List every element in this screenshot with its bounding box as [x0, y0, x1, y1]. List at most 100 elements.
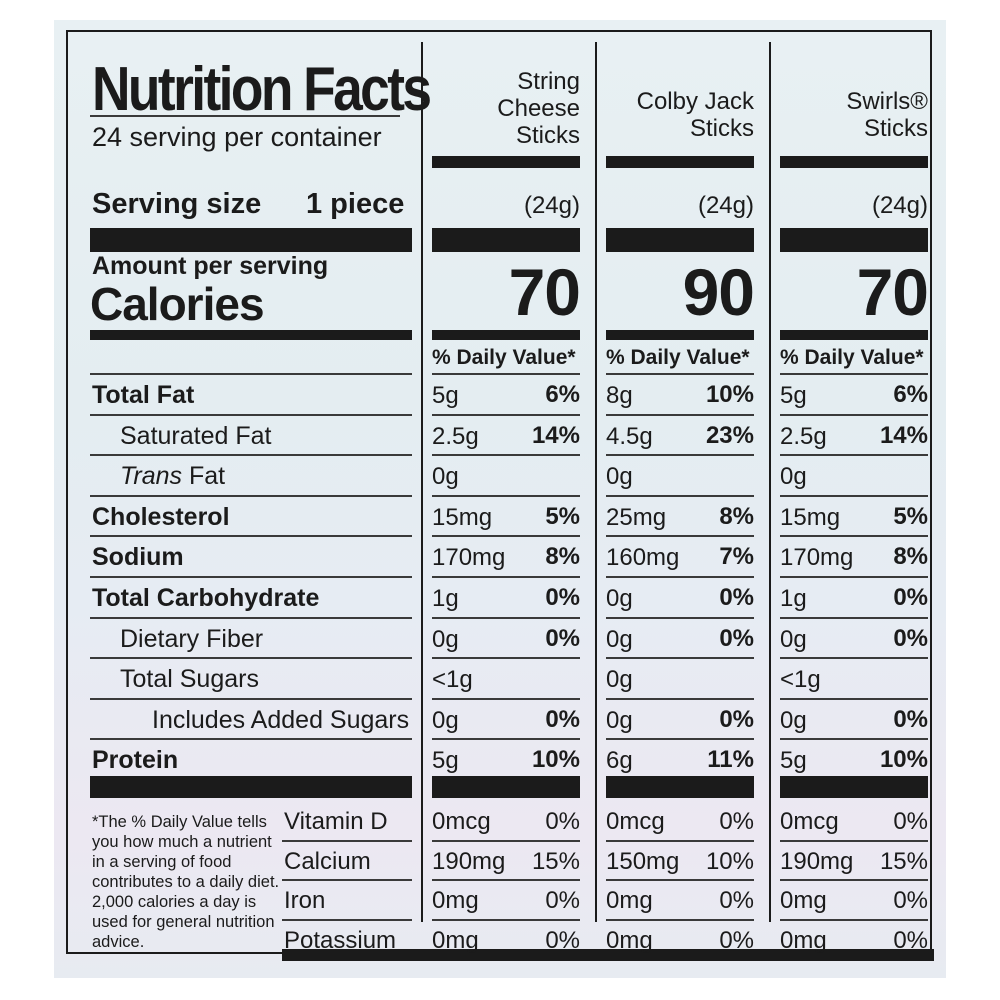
- row-divider: [432, 657, 580, 660]
- nutrient-label-italic: Trans: [120, 462, 183, 491]
- nutrient-amount: 5g: [432, 382, 459, 409]
- row-divider: [432, 576, 580, 578]
- nutrient-amount: 4.5g: [606, 422, 653, 450]
- vitamin-percent: 0%: [545, 808, 580, 835]
- row-divider: [780, 616, 928, 619]
- medium-divider: [432, 330, 580, 340]
- nutrient-amount: 0g: [606, 625, 633, 653]
- column-separator: [421, 42, 423, 922]
- nutrient-percent: 8%: [545, 543, 580, 571]
- nutrient-label: Trans Fat: [120, 462, 225, 491]
- nutrition-facts-title: Nutrition Facts: [92, 55, 432, 124]
- daily-value-footnote: *The % Daily Value tells you how much a …: [92, 813, 280, 951]
- vitamin-amount: 0mg: [432, 887, 479, 914]
- daily-value-header: % Daily Value*: [780, 346, 924, 369]
- product-name-line: Sticks: [863, 115, 928, 142]
- vitamin-percent: 10%: [705, 847, 754, 875]
- vitamin-divider: [282, 918, 412, 921]
- bottom-bar: [282, 949, 934, 961]
- column-separator: [769, 42, 771, 922]
- nutrient-percent: 10%: [879, 746, 928, 774]
- medium-divider: [90, 330, 412, 340]
- row-divider: [432, 535, 580, 538]
- divider: [90, 115, 400, 117]
- serving-size-grams: (24g): [697, 192, 754, 219]
- product-name-line: Sticks: [515, 122, 580, 149]
- nutrient-amount: 0g: [432, 706, 459, 734]
- nutrient-amount: 0g: [606, 463, 633, 491]
- thick-divider: [606, 156, 754, 168]
- vitamin-label: Vitamin D: [284, 808, 388, 835]
- vitamin-amount: 0mg: [606, 926, 653, 954]
- nutrient-label: Total Sugars: [120, 665, 259, 694]
- nutrient-percent: 6%: [893, 381, 928, 408]
- vitamin-percent: 0%: [545, 926, 580, 954]
- serving-size-grams: (24g): [871, 192, 928, 219]
- nutrient-amount: 15mg: [780, 503, 841, 531]
- row-divider: [780, 494, 928, 497]
- nutrient-amount: 0g: [606, 585, 633, 612]
- row-divider: [780, 454, 928, 457]
- product-name-line: Cheese: [497, 95, 580, 122]
- vitamin-label: Iron: [284, 887, 326, 914]
- serving-size-label: Serving size: [92, 188, 262, 220]
- product-name: Colby Jack Sticks: [606, 88, 754, 142]
- vitamin-amount: 0mg: [780, 887, 827, 914]
- nutrient-amount: 8g: [606, 382, 633, 409]
- nutrition-label: Nutrition Facts 24 serving per container…: [54, 20, 946, 978]
- nutrient-amount: 170mg: [780, 544, 854, 572]
- nutrient-amount: 6g: [606, 747, 633, 775]
- row-divider: [780, 738, 928, 741]
- thick-divider: [432, 228, 580, 252]
- nutrient-percent: 5%: [893, 502, 928, 530]
- row-divider: [606, 494, 754, 497]
- row-divider: [780, 697, 928, 700]
- nutrient-percent: 0%: [719, 705, 754, 733]
- vitamin-amount: 0mg: [606, 887, 653, 914]
- row-divider: [90, 454, 412, 457]
- vitamin-amount: 150mg: [606, 847, 680, 875]
- nutrient-percent: 6%: [545, 381, 580, 408]
- row-divider: [432, 738, 580, 741]
- thick-divider: [780, 156, 928, 168]
- nutrient-percent: 5%: [545, 502, 580, 530]
- nutrient-amount: 15mg: [432, 503, 493, 531]
- row-divider: [606, 373, 754, 375]
- row-divider: [780, 413, 928, 416]
- product-name-line: Colby Jack: [636, 88, 754, 115]
- row-divider: [606, 413, 754, 416]
- amount-per-serving-label: Amount per serving: [92, 252, 329, 280]
- vitamin-label: Potassium: [284, 926, 397, 954]
- vitamin-divider: [432, 918, 580, 921]
- thick-divider: [606, 228, 754, 252]
- thick-divider: [90, 776, 412, 798]
- vitamin-percent: 15%: [531, 847, 580, 875]
- row-divider: [606, 535, 754, 538]
- nutrient-amount: 2.5g: [432, 422, 479, 450]
- nutrient-percent: 8%: [893, 543, 928, 571]
- product-name-line: Swirls®: [846, 88, 928, 115]
- column-separator: [595, 42, 597, 922]
- serving-size-grams: (24g): [523, 192, 580, 219]
- row-divider: [90, 616, 412, 619]
- nutrient-label: Dietary Fiber: [120, 624, 264, 653]
- daily-value-header: % Daily Value*: [432, 346, 576, 369]
- row-divider: [432, 616, 580, 619]
- thick-divider: [780, 228, 928, 252]
- row-divider: [90, 657, 412, 660]
- nutrient-label-rest: Fat: [182, 462, 226, 491]
- nutrient-label: Total Carbohydrate: [92, 584, 320, 612]
- nutrient-percent: 0%: [893, 705, 928, 733]
- nutrient-label: Total Fat: [92, 381, 195, 409]
- nutrient-label: Includes Added Sugars: [152, 705, 410, 734]
- protein-divider: [606, 776, 754, 798]
- nutrient-percent: 0%: [545, 584, 580, 611]
- nutrient-label: Sodium: [92, 543, 184, 572]
- vitamin-divider: [282, 839, 412, 842]
- calories-label: Calories: [90, 278, 265, 330]
- row-divider: [432, 494, 580, 497]
- nutrient-amount: 170mg: [432, 544, 506, 572]
- vitamin-amount: 0mcg: [606, 808, 665, 835]
- nutrition-facts-panel: Nutrition Facts 24 serving per container…: [66, 30, 934, 961]
- row-divider: [606, 616, 754, 619]
